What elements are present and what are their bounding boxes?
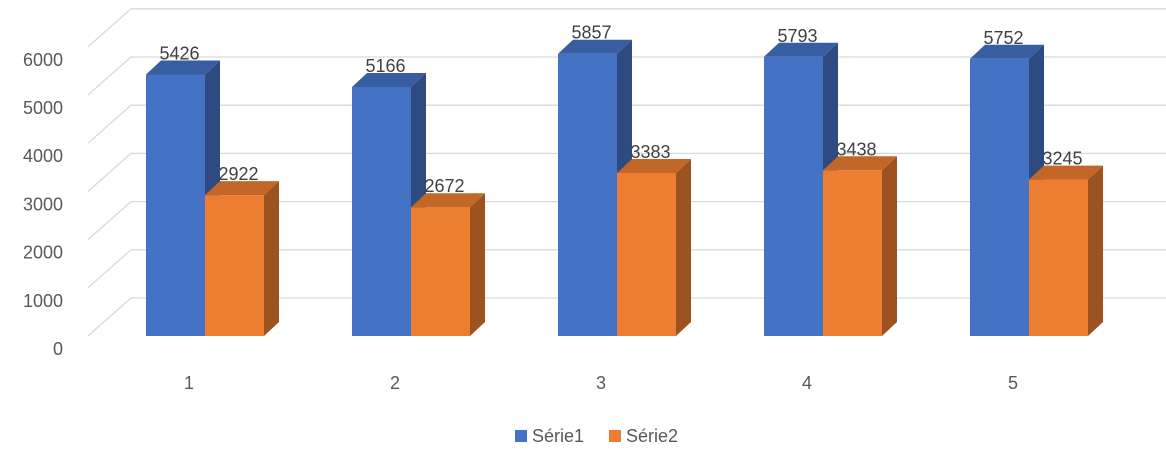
gridline-diagonal: [87, 201, 132, 241]
y-tick-label: 1000: [23, 291, 63, 311]
legend-swatch: [515, 430, 527, 442]
bar-front-face: [1029, 179, 1088, 336]
data-labels: 5426 2922 5166 2672 5857 3383 5793 3438 5752 3245: [159, 23, 1082, 197]
bar-top-face: [352, 72, 426, 87]
y-tick-label: 5000: [23, 98, 63, 118]
data-label: 5426: [159, 43, 199, 63]
x-tick-label: 5: [1008, 373, 1018, 393]
bars: [146, 39, 1103, 337]
bar-top-face: [205, 181, 279, 196]
gridline-diagonal: [87, 56, 132, 96]
gridline-diagonal: [87, 297, 132, 337]
y-tick-label: 6000: [23, 50, 63, 70]
bar-top-face: [558, 39, 632, 54]
bar-front-face: [617, 172, 676, 336]
bar-top-face: [1029, 165, 1103, 180]
data-label: 5793: [777, 26, 817, 46]
data-label: 2672: [424, 176, 464, 196]
bar-front-face: [205, 195, 264, 336]
bar-side-face: [470, 193, 485, 336]
bar-side-face: [882, 156, 897, 336]
bar-front-face: [352, 86, 411, 336]
bar-2-1: [205, 181, 279, 336]
legend: Série1 Série2: [515, 426, 678, 446]
data-label: 3438: [836, 139, 876, 159]
data-label: 5857: [571, 23, 611, 43]
bar-2-4: [823, 156, 897, 336]
data-label: 5166: [365, 56, 405, 76]
x-tick-label: 4: [802, 373, 812, 393]
bar-front-face: [823, 170, 882, 336]
legend-item: Série2: [609, 426, 678, 446]
data-label: 3245: [1042, 149, 1082, 169]
data-label: 3383: [630, 142, 670, 162]
bar-top-face: [146, 60, 220, 75]
legend-item: Série1: [515, 426, 584, 446]
bar-top-face: [764, 42, 838, 57]
data-label: 2922: [218, 164, 258, 184]
x-axis-tick-labels: 1 2 3 4 5: [184, 373, 1018, 393]
gridline-diagonal: [87, 8, 132, 48]
y-tick-label: 3000: [23, 194, 63, 214]
x-tick-label: 3: [596, 373, 606, 393]
bar-top-face: [970, 44, 1044, 59]
bar-side-face: [676, 158, 691, 336]
bar-2-3: [617, 158, 691, 336]
y-tick-label: 2000: [23, 243, 63, 263]
legend-label: Série1: [532, 426, 584, 446]
bar-front-face: [558, 53, 617, 337]
bar-top-face: [411, 193, 485, 208]
y-tick-label: 4000: [23, 146, 63, 166]
bar-2-5: [1029, 165, 1103, 336]
x-tick-label: 2: [390, 373, 400, 393]
x-tick-label: 1: [184, 373, 194, 393]
bar-top-face: [617, 158, 691, 173]
bar-1-3: [558, 39, 632, 337]
gridline-diagonal: [87, 104, 132, 144]
y-axis-tick-labels: 0 1000 2000 3000 4000 5000 6000: [23, 50, 63, 359]
gridline-diagonal: [87, 249, 132, 289]
data-label: 5752: [983, 28, 1023, 48]
legend-swatch: [609, 430, 621, 442]
bar-side-face: [1088, 165, 1103, 336]
y-tick-label: 0: [53, 339, 63, 359]
legend-label: Série2: [626, 426, 678, 446]
bar-front-face: [146, 74, 205, 336]
bar-front-face: [764, 56, 823, 336]
bar-front-face: [970, 58, 1029, 336]
bar-2-2: [411, 193, 485, 336]
bar-top-face: [823, 156, 897, 171]
bar-side-face: [264, 181, 279, 336]
gridline-diagonal: [87, 152, 132, 192]
bar-front-face: [411, 207, 470, 336]
